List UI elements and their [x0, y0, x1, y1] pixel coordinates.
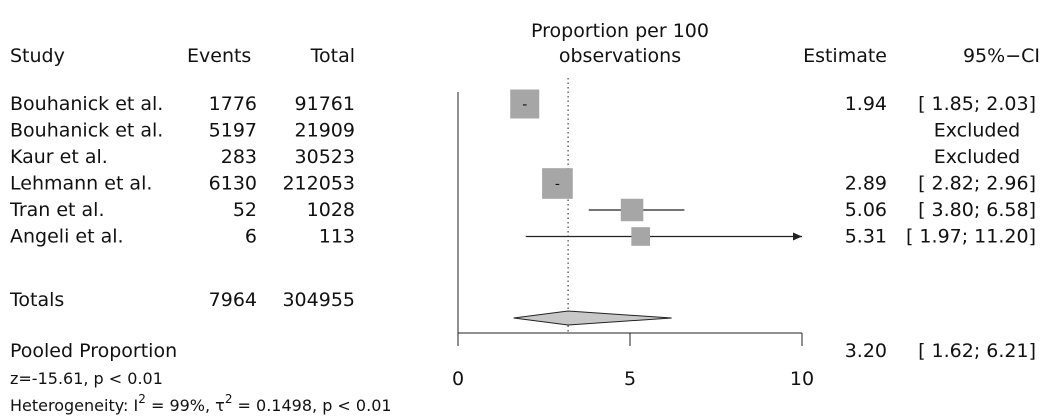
header-total: Total [310, 45, 355, 67]
study-ci: [ 3.80; 6.58] [918, 199, 1036, 221]
header-estimate: Estimate [803, 45, 887, 67]
x-axis-tick-label: 0 [452, 368, 464, 390]
study-name: Kaur et al. [10, 146, 108, 168]
pooled-label: Pooled Proportion [10, 340, 177, 362]
header-events: Events [187, 45, 251, 67]
study-box [631, 227, 650, 246]
totals-total: 304955 [282, 289, 355, 311]
i2-value: = 99%, τ [146, 396, 225, 415]
study-events: 52 [233, 199, 257, 221]
x-axis-tick-label: 5 [624, 368, 636, 390]
pooled-diamond [513, 310, 672, 326]
study-estimate: 5.31 [845, 226, 887, 248]
study-events: 6 [245, 226, 257, 248]
study-events: 283 [221, 146, 257, 168]
header-ci: 95%−CI [963, 45, 1040, 67]
study-box [620, 198, 644, 222]
heterogeneity-prefix: Heterogeneity: I [10, 396, 138, 415]
ci-arrow [793, 232, 802, 241]
pooled-ci: [ 1.62; 6.21] [918, 340, 1036, 362]
study-box-label: - [555, 177, 560, 193]
totals-label: Totals [9, 289, 64, 311]
tau2-superscript: 2 [225, 392, 233, 406]
study-total: 1028 [307, 199, 355, 221]
study-events: 6130 [209, 173, 257, 195]
study-name: Lehmann et al. [10, 173, 152, 195]
study-name: Bouhanick et al. [10, 120, 163, 142]
x-axis-tick-label: 10 [790, 368, 814, 390]
study-total: 30523 [295, 146, 355, 168]
study-name: Angeli et al. [10, 226, 124, 248]
study-excluded-label: Excluded [934, 120, 1021, 142]
study-box-label: - [522, 97, 527, 113]
study-estimate: 5.06 [845, 199, 887, 221]
study-estimate: 1.94 [845, 93, 887, 115]
study-events: 5197 [209, 120, 257, 142]
study-total: 91761 [295, 93, 355, 115]
heterogeneity: Heterogeneity: I2 = 99%, τ2 = 0.1498, p … [10, 392, 392, 415]
study-ci: [ 1.97; 11.20] [906, 226, 1036, 248]
header-plot-title-line1: Proportion per 100 [531, 20, 709, 42]
header-plot-title-line2: observations [559, 45, 681, 67]
tau2-value: = 0.1498, p < 0.01 [232, 396, 391, 415]
study-ci: [ 1.85; 2.03] [918, 93, 1036, 115]
study-box [510, 89, 540, 119]
x-axis: 0 5 10 [452, 332, 814, 390]
study-excluded-label: Excluded [934, 146, 1021, 168]
pooled-estimate: 3.20 [845, 340, 887, 362]
study-total: 113 [319, 226, 355, 248]
study-total: 21909 [295, 120, 355, 142]
study-events: 1776 [209, 93, 257, 115]
study-name: Bouhanick et al. [10, 93, 163, 115]
i2-superscript: 2 [138, 392, 146, 406]
study-total: 212053 [282, 173, 355, 195]
study-name: Tran et al. [9, 199, 105, 221]
test-statistic: z=-15.61, p < 0.01 [10, 369, 163, 388]
study-box [542, 168, 573, 199]
totals-events: 7964 [209, 289, 257, 311]
study-ci: [ 2.82; 2.96] [918, 173, 1036, 195]
study-estimate: 2.89 [845, 173, 887, 195]
header-study: Study [10, 45, 65, 67]
